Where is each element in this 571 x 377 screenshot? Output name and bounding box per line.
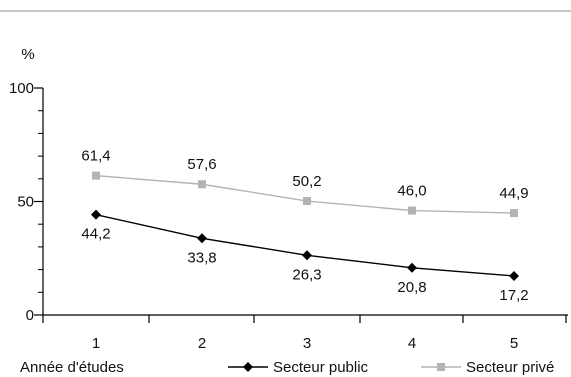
x-tick-label: 3: [303, 335, 311, 352]
legend-marker: [437, 363, 445, 371]
data-point: [407, 262, 417, 273]
data-point: [197, 233, 207, 244]
x-tick-label: 1: [92, 335, 100, 352]
data-point: [92, 171, 100, 180]
y-tick-label: 0: [26, 307, 34, 324]
data-label: 26,3: [292, 266, 321, 283]
data-label: 20,8: [397, 279, 426, 296]
legend: Secteur public Secteur privé: [228, 359, 554, 376]
data-point: [510, 209, 518, 218]
y-unit-label: %: [21, 46, 34, 63]
x-axis-label: Année d'études: [20, 359, 124, 376]
legend-item: Secteur public: [228, 359, 369, 376]
y-tick-label: 100: [9, 80, 34, 97]
series-group: 44,2 33,8 26,3 20,8 17,2 61,4 57,6 50,2 46,0 44,9: [81, 148, 528, 304]
legend-item: Secteur privé: [421, 359, 554, 376]
legend-label: Secteur public: [273, 359, 369, 376]
y-axis: 0 50 100: [9, 80, 44, 324]
data-label: 44,9: [499, 185, 528, 202]
data-point: [198, 180, 206, 189]
data-label: 17,2: [499, 287, 528, 304]
data-point: [509, 270, 519, 281]
x-tick-label: 5: [510, 335, 518, 352]
x-axis: 1 2 3 4 5: [42, 314, 568, 352]
series-public: 44,2 33,8 26,3 20,8 17,2: [81, 209, 529, 304]
legend-marker: [243, 362, 253, 372]
legend-label: Secteur privé: [466, 359, 554, 376]
data-point: [303, 197, 311, 206]
data-point: [302, 250, 312, 261]
data-label: 33,8: [187, 249, 216, 266]
data-point: [91, 209, 101, 220]
data-label: 57,6: [187, 156, 216, 173]
data-point: [408, 206, 416, 215]
data-label: 46,0: [397, 183, 426, 200]
series-private: 61,4 57,6 50,2 46,0 44,9: [81, 148, 529, 218]
y-tick-label: 50: [17, 194, 34, 211]
data-label: 50,2: [292, 173, 321, 190]
data-label: 44,2: [81, 226, 110, 243]
x-tick-label: 2: [198, 335, 206, 352]
data-label: 61,4: [81, 148, 110, 165]
x-tick-label: 4: [408, 335, 416, 352]
